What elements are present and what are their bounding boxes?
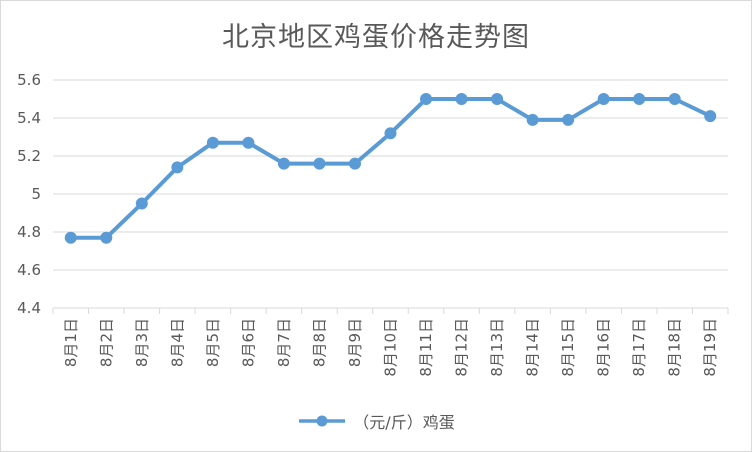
- x-tick-label: 8月12日: [453, 318, 471, 377]
- x-tick-label: 8月14日: [524, 318, 542, 377]
- data-point: [562, 113, 575, 126]
- x-tick-label: 8月8日: [310, 318, 328, 367]
- data-point: [384, 127, 397, 140]
- legend-label: （元/斤）鸡蛋: [353, 413, 455, 432]
- y-tick-label: 5.4: [17, 109, 41, 127]
- legend: （元/斤）鸡蛋: [1, 409, 751, 433]
- data-point: [704, 110, 717, 123]
- x-tick-label: 8月15日: [559, 318, 577, 377]
- x-tick-label: 8月4日: [168, 318, 186, 367]
- x-tick-label: 8月19日: [701, 318, 719, 377]
- data-point: [100, 231, 113, 244]
- y-tick-label: 5.2: [17, 147, 41, 165]
- data-point: [348, 157, 361, 170]
- data-point: [313, 157, 326, 170]
- x-tick-label: 8月6日: [239, 318, 257, 367]
- x-tick-label: 8月13日: [488, 318, 506, 377]
- x-tick-label: 8月10日: [382, 318, 400, 377]
- data-point: [420, 93, 433, 105]
- x-tick-label: 8月1日: [62, 318, 80, 367]
- data-point: [206, 136, 219, 149]
- x-tick-label: 8月5日: [204, 318, 222, 367]
- data-point: [526, 113, 539, 126]
- data-point: [171, 161, 184, 174]
- data-point: [277, 157, 290, 170]
- data-point: [491, 93, 504, 105]
- data-point: [455, 93, 468, 105]
- data-point: [597, 93, 610, 105]
- y-tick-label: 5: [31, 185, 41, 203]
- x-tick-label: 8月16日: [595, 318, 613, 377]
- data-point: [668, 93, 681, 105]
- y-tick-label: 4.4: [17, 299, 41, 317]
- x-tick-label: 8月11日: [417, 318, 435, 377]
- legend-marker-icon: [299, 415, 346, 427]
- x-tick-label: 8月17日: [630, 318, 648, 377]
- x-tick-label: 8月9日: [346, 318, 364, 367]
- data-point: [633, 93, 646, 105]
- data-point: [135, 197, 148, 210]
- x-tick-label: 8月2日: [97, 318, 115, 367]
- series-line: [68, 97, 713, 240]
- y-tick-label: 4.8: [17, 223, 41, 241]
- x-tick-label: 8月7日: [275, 318, 293, 367]
- x-tick-label: 8月18日: [666, 318, 684, 377]
- x-tick-label: 8月3日: [133, 318, 151, 367]
- y-tick-label: 4.6: [17, 261, 41, 279]
- data-point: [64, 231, 77, 244]
- chart-title: 北京地区鸡蛋价格走势图: [222, 22, 530, 53]
- data-point: [242, 136, 255, 149]
- y-tick-label: 5.6: [17, 71, 41, 89]
